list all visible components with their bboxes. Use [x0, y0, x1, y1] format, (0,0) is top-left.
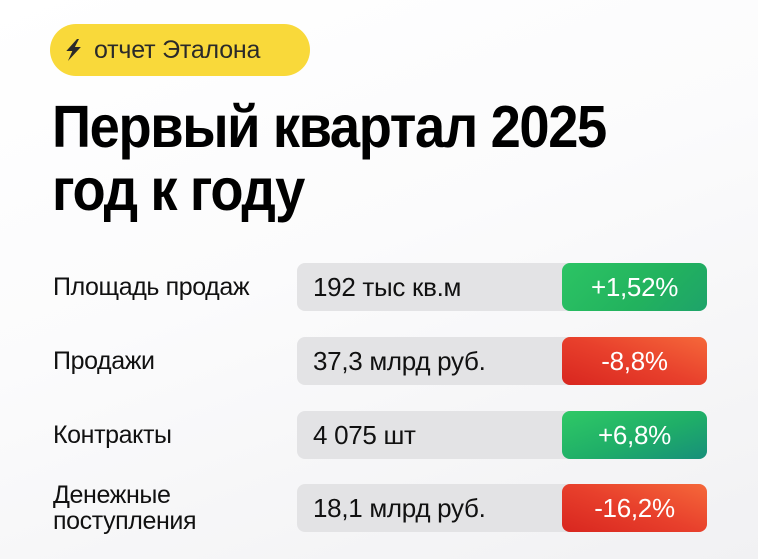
- change-badge-positive: +6,8%: [562, 411, 707, 459]
- metric-value: 4 075 шт: [313, 419, 416, 450]
- metric-value: 18,1 млрд руб.: [313, 492, 486, 523]
- change-badge-negative: -16,2%: [562, 484, 707, 532]
- metric-value: 37,3 млрд руб.: [313, 345, 486, 376]
- title-line-1: Первый квартал 2025: [52, 94, 607, 160]
- change-badge-negative: -8,8%: [562, 337, 707, 385]
- metric-row-cash-receipts: Денежные поступления 18,1 млрд руб. -16,…: [0, 482, 758, 534]
- metric-value: 192 тыс кв.м: [313, 271, 462, 302]
- page-title: Первый квартал 2025 год к году: [52, 94, 607, 223]
- metric-name: Контракты: [53, 421, 172, 449]
- metric-name-line-1: Денежные: [53, 481, 171, 509]
- metric-row-sales: Продажи 37,3 млрд руб. -8,8%: [0, 337, 758, 385]
- lightning-bolt-icon: [64, 39, 82, 61]
- metric-name: Площадь продаж: [53, 273, 250, 301]
- report-badge: отчет Эталона: [50, 24, 310, 76]
- metric-name: Денежные поступления: [53, 476, 293, 540]
- metric-name-line-2: поступления: [53, 507, 197, 535]
- metric-name: Продажи: [53, 347, 155, 375]
- badge-label: отчет Эталона: [94, 35, 261, 64]
- title-line-2: год к году: [52, 157, 305, 223]
- change-badge-positive: +1,52%: [562, 263, 707, 311]
- metric-row-contracts: Контракты 4 075 шт +6,8%: [0, 411, 758, 459]
- metric-row-sales-area: Площадь продаж 192 тыс кв.м +1,52%: [0, 263, 758, 311]
